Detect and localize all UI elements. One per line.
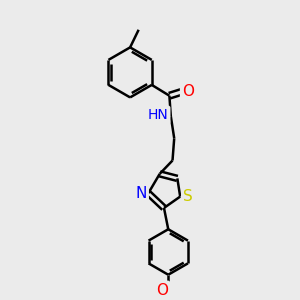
- Text: N: N: [135, 186, 147, 201]
- Text: S: S: [183, 189, 193, 204]
- Text: O: O: [182, 84, 194, 99]
- Text: HN: HN: [148, 108, 168, 122]
- Text: O: O: [156, 283, 168, 298]
